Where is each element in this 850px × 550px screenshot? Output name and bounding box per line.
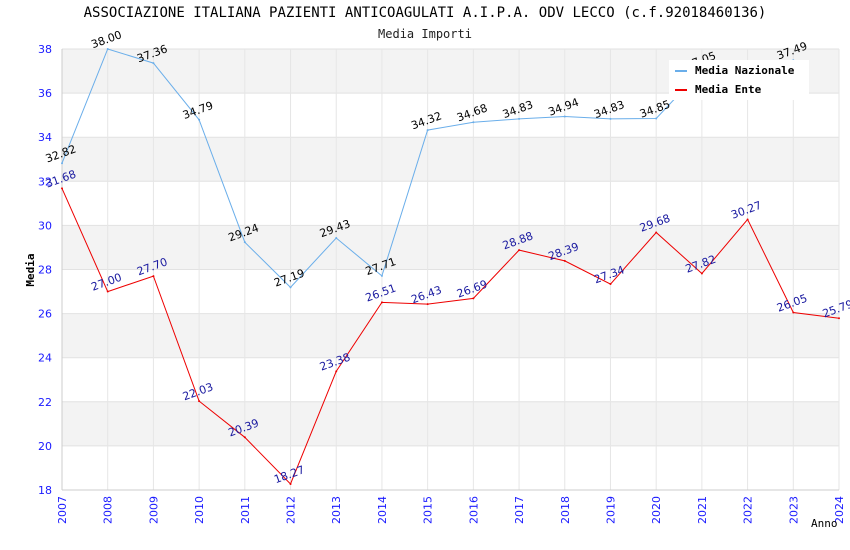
data-point-media-nazionale [106,48,109,50]
y-tick-label: 36 [38,87,52,100]
x-tick-label: 2012 [285,496,298,524]
legend-swatch-media-nazionale [675,70,687,72]
plot-band [62,93,839,138]
data-point-media-ente [655,231,658,234]
x-tick-label: 2010 [193,496,206,524]
x-tick-label: 2021 [696,496,709,524]
legend-label-media-nazionale: Media Nazionale [695,64,795,77]
chart-subtitle: Media Importi [378,27,472,41]
legend-item-media-ente: Media Ente [675,83,761,97]
data-point-media-ente [609,283,612,286]
x-tick-label: 2007 [56,496,69,524]
y-tick-label: 32 [38,175,52,188]
plot-band [62,225,839,270]
data-point-media-ente [472,297,475,300]
plot-band [62,313,839,358]
data-point-media-ente [106,290,109,293]
x-tick-label: 2013 [330,496,343,524]
x-tick-label: 2018 [559,496,572,524]
y-tick-label: 34 [38,131,52,144]
x-tick-label: 2009 [147,496,160,524]
data-point-media-ente [289,483,292,486]
data-point-media-nazionale [426,129,429,132]
x-axis-title: Anno [811,517,838,530]
data-point-media-ente [792,311,795,314]
legend-item-media-nazionale: Media Nazionale [675,64,794,78]
data-point-media-nazionale [152,62,155,65]
legend: Media Nazionale Media Ente [669,60,809,100]
plot-band [62,401,839,446]
data-point-media-ente [746,218,749,221]
data-point-media-nazionale [472,121,475,124]
chart-title: ASSOCIAZIONE ITALIANA PAZIENTI ANTICOAGU… [83,5,767,21]
data-point-media-ente [380,301,383,304]
x-tick-label: 2023 [787,496,800,524]
x-tick-label: 2008 [102,496,115,524]
series-lines [61,48,840,486]
data-point-media-nazionale [563,115,566,118]
data-point-media-ente [426,303,429,306]
x-tick-label: 2014 [376,496,389,524]
y-axis-tick-labels: 18 20 22 24 26 28 30 32 34 36 38 [38,43,52,497]
data-point-media-ente [518,249,521,252]
y-tick-label: 22 [38,396,52,409]
data-point-media-ente [243,436,246,439]
x-axis-tick-labels: 2007 2008 2009 2010 2011 2012 2013 2014 2015 2016… [56,496,846,524]
y-tick-label: 30 [38,219,52,232]
y-tick-label: 18 [38,484,52,497]
data-point-media-ente [838,317,840,320]
data-point-media-ente [700,272,703,275]
data-point-media-ente [563,259,566,262]
plot-band [62,137,839,182]
data-point-media-ente [198,400,201,403]
x-tick-label: 2015 [422,496,435,524]
gridlines [61,48,840,491]
data-point-media-nazionale [243,241,246,244]
x-tick-label: 2016 [467,496,480,524]
data-point-media-nazionale [609,117,612,120]
y-tick-label: 24 [38,352,52,365]
data-point-media-ente [335,370,338,373]
plot-background-bands [62,49,839,490]
x-tick-label: 2011 [239,496,252,524]
data-point-media-ente [61,187,63,190]
x-tick-label: 2020 [650,496,663,524]
data-point-media-nazionale [655,117,658,120]
plot-band [62,357,839,402]
plot-band [62,269,839,314]
y-axis-title: Media [24,253,37,286]
plot-band [62,445,839,490]
data-point-media-nazionale [380,274,383,277]
data-point-media-ente [152,275,155,278]
plot-band [62,181,839,226]
data-point-media-nazionale [289,286,292,289]
x-tick-label: 2022 [742,496,755,524]
x-tick-label: 2019 [604,496,617,524]
data-point-media-nazionale [198,118,201,121]
y-tick-label: 26 [38,308,52,321]
x-tick-label: 2024 [833,496,846,524]
y-tick-label: 28 [38,264,52,277]
legend-label-media-ente: Media Ente [695,83,762,96]
data-point-media-nazionale [335,236,338,239]
y-tick-label: 38 [38,43,52,56]
data-point-media-nazionale [518,117,521,120]
legend-swatch-media-ente [675,89,687,91]
y-tick-label: 20 [38,440,52,453]
data-point-media-nazionale [61,162,63,165]
series-line-media-ente [61,188,840,485]
x-tick-label: 2017 [513,496,526,524]
